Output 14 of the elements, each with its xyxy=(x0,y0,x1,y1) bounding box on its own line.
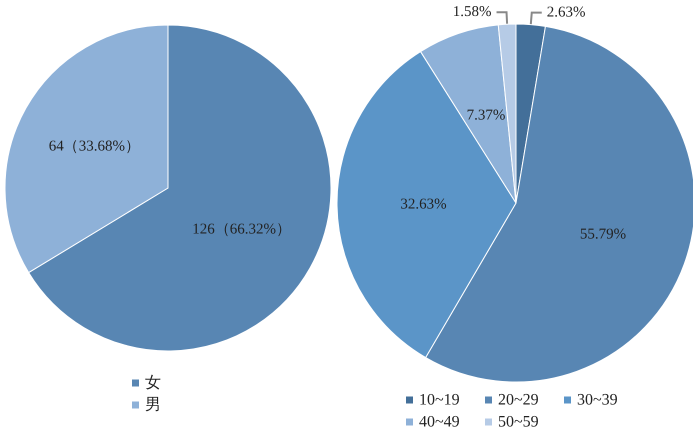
legend-label: 50~59 xyxy=(498,414,539,430)
data-label: 32.63% xyxy=(400,196,447,213)
legend-label: 男 xyxy=(145,396,161,414)
data-label: 1.58% xyxy=(452,4,492,20)
data-label: 55.79% xyxy=(580,226,626,242)
legend-label: 40~49 xyxy=(419,414,460,430)
legend-label: 女 xyxy=(145,374,161,392)
data-label: 2.63% xyxy=(546,4,586,21)
legend-label: 20~29 xyxy=(498,392,539,408)
legend-label: 30~39 xyxy=(577,392,618,408)
data-label: 64（33.68%） xyxy=(48,138,140,155)
data-label: 7.37% xyxy=(466,108,506,124)
legend-label: 10~19 xyxy=(419,392,460,408)
data-label: 126（66.32%） xyxy=(192,221,292,238)
